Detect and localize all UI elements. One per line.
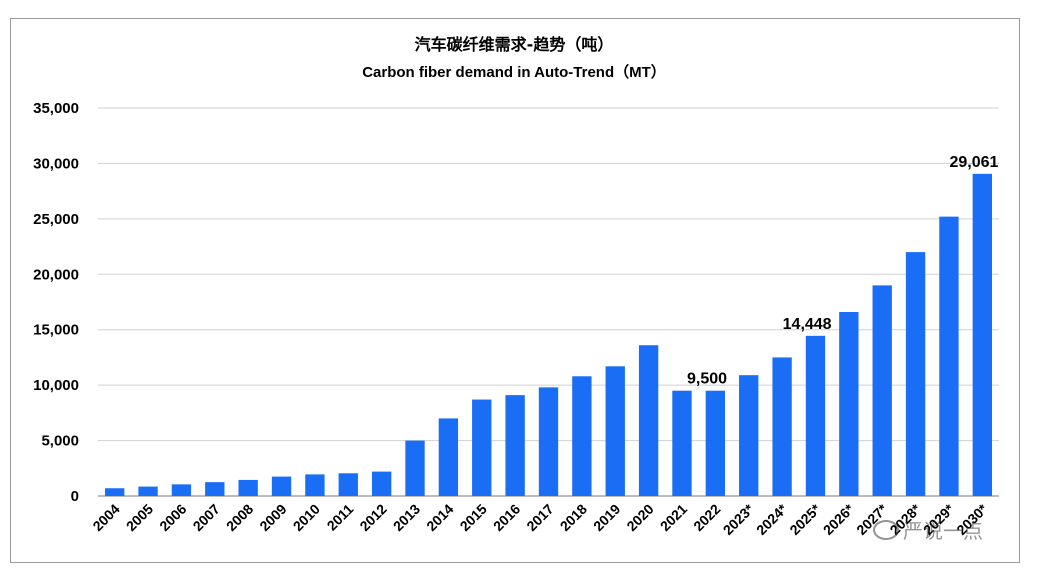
bar-2021 <box>672 390 692 496</box>
y-tick-label: 35,000 <box>33 100 79 117</box>
x-tick-label: 2006 <box>156 501 189 534</box>
bar-2025-projected <box>805 335 826 496</box>
bar-2026-projected <box>839 311 859 496</box>
x-tick-label: 2021 <box>657 501 690 534</box>
bar-2028-projected <box>905 252 926 496</box>
bar-2006 <box>171 484 192 496</box>
x-tick-label: 2008 <box>223 501 256 534</box>
watermark: 严说一点 <box>873 515 983 544</box>
bar-2012 <box>371 471 392 496</box>
y-tick-label: 15,000 <box>33 322 79 339</box>
data-label: 9,500 <box>687 371 727 388</box>
x-tick-label: 2016 <box>490 501 523 534</box>
bar-2017 <box>538 387 559 496</box>
bar-2013 <box>405 440 425 496</box>
data-labels: 9,500 14,448 29,061 <box>687 154 999 388</box>
bar-2009 <box>271 476 292 496</box>
bar-2020 <box>638 345 659 496</box>
x-tick-label: 2012 <box>356 501 389 534</box>
bar-layer <box>105 173 992 496</box>
bar-2007 <box>205 482 225 496</box>
bar-2019 <box>605 366 625 496</box>
bar-2004 <box>105 488 125 496</box>
x-tick-label: 2026* <box>820 500 858 538</box>
bar-2027-projected <box>872 285 892 496</box>
y-tick-label: 30,000 <box>33 155 79 172</box>
chart-title: 汽车碳纤维需求-趋势（吨） <box>415 35 614 54</box>
bar-2022 <box>705 390 726 496</box>
y-tick-label: 0 <box>71 488 79 505</box>
x-tick-label: 2005 <box>123 501 156 534</box>
chart-frame: 汽车碳纤维需求-趋势（吨） Carbon fiber demand in Aut… <box>10 18 1020 563</box>
x-tick-label: 2010 <box>290 501 323 534</box>
bar-2023-projected <box>739 375 759 496</box>
bar-2011 <box>338 473 358 496</box>
bar-2018 <box>572 376 592 496</box>
x-tick-label: 2015 <box>457 501 490 534</box>
x-tick-label: 2018 <box>557 501 590 534</box>
x-tick-label: 2024* <box>753 500 791 538</box>
wechat-icon <box>873 519 899 540</box>
x-tick-label: 2023* <box>720 500 758 538</box>
bar-2005 <box>138 486 158 496</box>
x-tick-label: 2019 <box>590 501 623 534</box>
x-axis-ticks: 2004 2005 2006 2007 2008 2009 2010 2011 2012 2013… <box>89 500 990 538</box>
watermark-text: 严说一点 <box>903 519 983 543</box>
y-tick-label: 25,000 <box>33 211 79 228</box>
x-tick-label: 2014 <box>423 501 456 534</box>
x-tick-label: 2013 <box>390 501 423 534</box>
x-tick-label: 2011 <box>324 501 357 534</box>
bar-2024-projected <box>772 357 792 496</box>
x-tick-label: 2009 <box>256 501 289 534</box>
bar-2029-projected <box>939 216 959 496</box>
x-tick-label: 2025* <box>786 500 824 538</box>
bar-2015 <box>472 399 492 496</box>
bar-2030-projected <box>972 173 992 496</box>
x-tick-label: 2007 <box>190 501 223 534</box>
data-label: 14,448 <box>783 316 832 333</box>
x-tick-label: 2022 <box>690 501 723 534</box>
x-tick-label: 2004 <box>89 501 122 534</box>
x-tick-label: 2017 <box>523 501 556 534</box>
y-tick-label: 20,000 <box>33 266 79 283</box>
x-tick-label: 2020 <box>623 501 656 534</box>
bar-2016 <box>505 395 525 496</box>
data-label: 29,061 <box>950 154 999 171</box>
y-tick-label: 5,000 <box>41 433 79 450</box>
bar-2008 <box>238 479 258 496</box>
bar-2010 <box>305 474 325 496</box>
chart-svg: 汽车碳纤维需求-趋势（吨） Carbon fiber demand in Aut… <box>33 35 999 538</box>
bar-2014 <box>438 418 459 496</box>
chart-subtitle: Carbon fiber demand in Auto-Trend（MT） <box>362 63 666 81</box>
y-axis-ticks: 0 5,000 10,000 15,000 20,000 25,000 30,000 35,0… <box>33 100 79 505</box>
grid-layer <box>98 107 999 497</box>
y-tick-label: 10,000 <box>33 377 79 394</box>
